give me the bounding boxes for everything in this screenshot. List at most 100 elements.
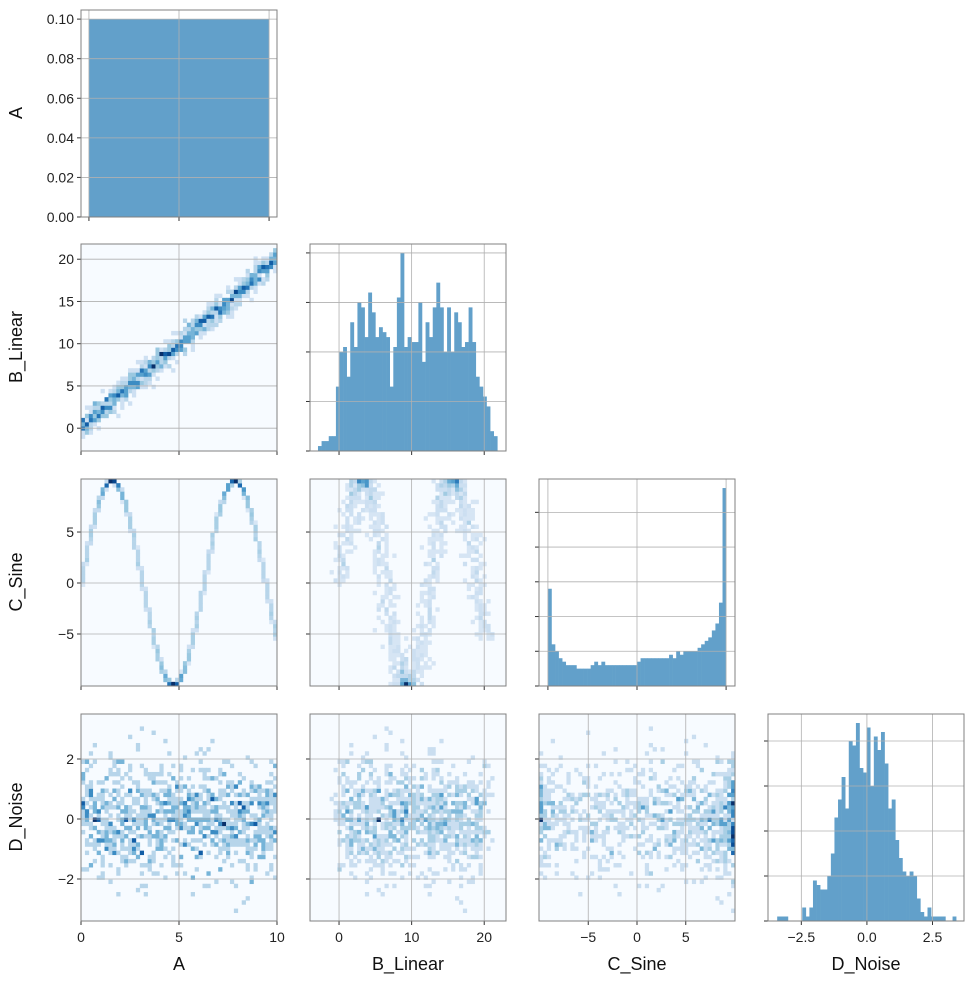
hist2d-cell [143,771,148,777]
hist2d-cell [711,800,716,806]
hist2d-cell [261,829,266,835]
histogram-bar [389,386,394,451]
hist2d-cell [633,763,638,769]
hist2d-cell [380,825,385,831]
hist2d-cell [376,561,381,567]
hist2d-cell [474,809,479,814]
hist2d-cell [100,413,105,419]
hist2d-cell [570,805,575,810]
hist2d-cell [186,339,192,344]
hist2d-cell [364,821,370,827]
hist2d-cell [349,829,354,835]
hist2d-cell [384,838,389,843]
hist2d-cell [198,825,203,831]
hist2d-cell [131,850,137,856]
hist2d-cell [120,495,125,500]
hist2d-cell [182,809,188,814]
hist2d-cell [139,565,145,571]
hist2d-cell [349,821,354,827]
hist2d-cell [478,800,483,806]
hist2d-cell [431,549,436,554]
hist2d-cell [427,784,432,789]
hist2d-cell [439,545,444,550]
hist2d-cell [222,759,227,764]
hist2d-cell [423,800,428,806]
hist2d-cell [104,825,109,831]
hist2d-cell [96,842,101,847]
hist2d-cell [349,796,354,802]
hist2d-cell [206,561,211,567]
hist2d-cell [167,681,172,686]
hist2d-cell [353,516,358,521]
hist2d-cell [617,784,622,789]
hist2d-cell [214,293,219,299]
hist2d-cell [715,838,720,843]
hist2d-cell [214,310,219,315]
histogram-bar [608,665,613,686]
hist2d-cell [124,376,129,381]
hist2d-cell [554,784,559,789]
hist2d-cell [182,871,188,876]
hist2d-cell [447,854,452,860]
hist2d-cell [466,792,472,798]
hist2d-cell [341,759,346,764]
y-tick-label: −2 [58,871,74,887]
hist2d-cell [88,763,94,769]
hist2d-cell [269,260,274,265]
hist2d-cell [455,780,460,785]
hist2d-cell [380,846,385,851]
hist2d-cell [423,578,428,583]
hist2d-cell [368,483,374,488]
hist2d-cell [128,368,133,373]
hist2d-cell [400,788,405,793]
hist2d-cell [341,771,346,777]
hist2d-cell [574,829,579,835]
hist2d-cell [562,805,567,810]
hist2d-cell [360,792,366,798]
hist2d-cell [715,759,720,764]
hist2d-cell [723,796,728,802]
hist2d-cell [353,817,358,822]
hist2d-cell [151,796,156,802]
hist2d-cell [257,796,262,802]
hist2d-cell [269,842,274,847]
hist2d-cell [120,487,125,492]
hist2d-cell [273,619,277,625]
hist2d-cell [147,619,152,625]
hist2d-cell [542,854,548,860]
hist2d-cell [637,771,642,777]
hist2d-cell [372,590,377,596]
hist2d-cell [404,834,409,839]
hist2d-cell [372,512,377,517]
hist2d-cell [349,541,354,546]
hist2d-cell [423,875,428,880]
hist2d-cell [384,726,389,731]
hist2d-cell [458,817,464,822]
hist2d-cell [582,829,587,835]
hist2d-cell [222,310,227,315]
hist2d-cell [131,780,137,785]
hist2d-cell [427,599,432,604]
hist2d-cell [372,507,377,513]
hist2d-cell [617,800,622,806]
hist2d-cell [364,809,370,814]
hist2d-cell [644,871,650,876]
hist2d-cell [466,594,472,600]
hist2d-cell [112,829,117,835]
hist2d-cell [241,277,246,282]
hist2d-cell [539,863,544,868]
hist2d-cell [404,763,409,769]
hist2d-cell [341,817,346,822]
hist2d-cell [431,829,436,835]
hist2d-cell [253,289,258,294]
hist2d-cell [542,809,548,814]
hist2d-cell [435,528,440,534]
hist2d-cell [84,767,90,773]
x-tick-label: 10 [269,929,285,945]
hist2d-cell [703,800,708,806]
hist2d-cell [202,842,207,847]
hist2d-cell [458,850,464,856]
hist2d-cell [210,549,215,554]
hist2d-cell [96,495,101,500]
hist2d-cell [388,842,393,847]
